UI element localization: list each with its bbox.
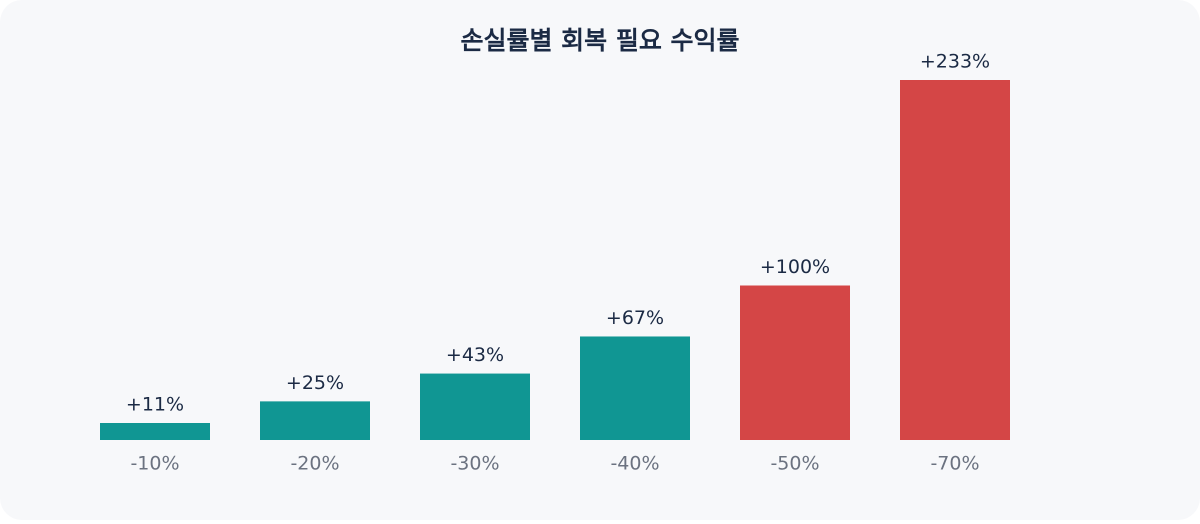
bar <box>580 336 690 440</box>
x-tick-label: -70% <box>930 453 979 475</box>
value-label: +100% <box>760 256 830 278</box>
bar <box>100 423 210 440</box>
value-label: +233% <box>920 51 990 73</box>
value-label: +11% <box>126 394 184 416</box>
bar <box>260 401 370 440</box>
chart-title: 손실률별 회복 필요 수익률 <box>460 26 739 55</box>
value-label: +43% <box>446 344 504 366</box>
x-tick-label: -10% <box>130 453 179 475</box>
x-tick-label: -20% <box>290 453 339 475</box>
bar <box>420 373 530 440</box>
bar <box>740 285 850 440</box>
x-tick-label: -50% <box>770 453 819 475</box>
x-tick-label: -40% <box>610 453 659 475</box>
bar <box>900 80 1010 440</box>
x-tick-label: -30% <box>450 453 499 475</box>
value-label: +67% <box>606 307 664 329</box>
value-label: +25% <box>286 372 344 394</box>
